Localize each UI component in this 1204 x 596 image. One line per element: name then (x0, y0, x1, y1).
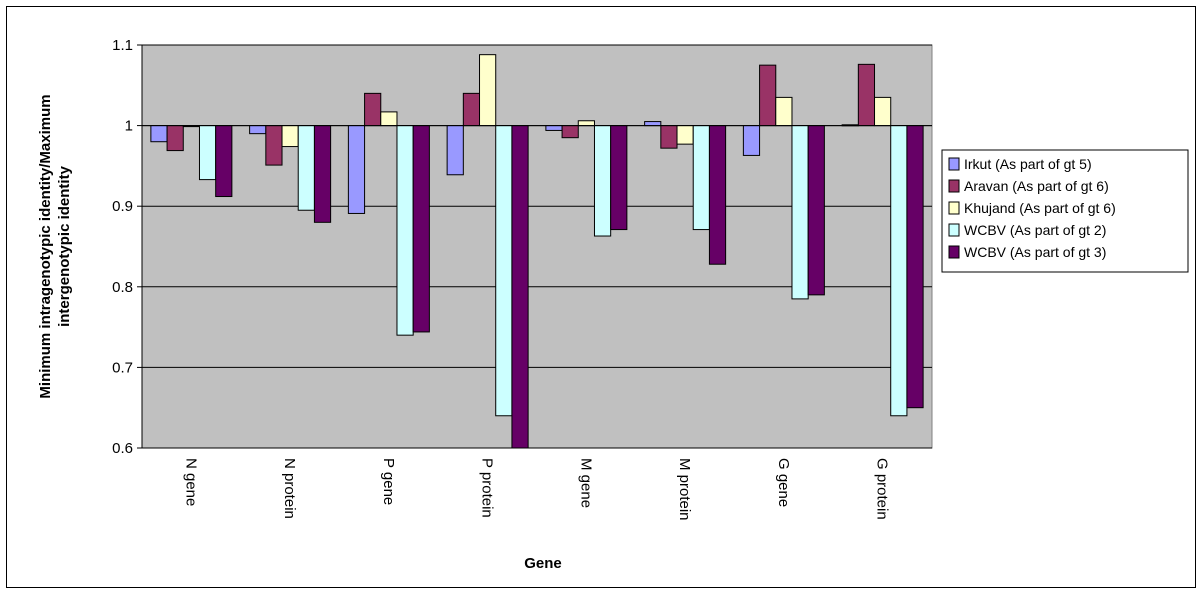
bar-g-gene-series-4 (791, 125, 809, 300)
legend-swatch (948, 179, 960, 193)
legend-entry: WCBV (As part of gt 3) (964, 244, 1106, 260)
y-tick-label: 1.1 (112, 37, 133, 54)
bar-m-gene-series-5 (610, 125, 628, 231)
x-axis-title: Gene (524, 555, 562, 572)
bar-n-protein-series-3 (281, 125, 299, 148)
y-axis-title-line-2: intergenotypic identity (56, 165, 73, 327)
x-tick-label: M gene (577, 458, 594, 508)
bar-n-gene-series-2 (166, 125, 184, 152)
legend-swatch (948, 201, 960, 215)
y-tick-label: 0.8 (112, 279, 133, 296)
legend-swatch (948, 223, 960, 237)
bar-n-gene-series-4 (198, 125, 217, 181)
bar-g-protein-series-5 (906, 125, 924, 409)
legend-swatch (948, 245, 960, 259)
y-tick-label: 0.6 (112, 440, 133, 457)
bar-p-gene-series-1 (347, 125, 366, 214)
bar-p-protein-series-2 (462, 92, 481, 127)
x-tick-label: P gene (380, 458, 397, 505)
bar-chart: 0.6 0.7 0.8 0.9 1 1.1 N gene N protein P gene P … (37, 37, 1189, 572)
bar-m-protein-series-3 (676, 125, 694, 145)
bar-p-gene-series-2 (364, 92, 382, 127)
bar-m-gene-series-4 (593, 125, 612, 237)
bar-g-protein-series-3 (874, 96, 892, 127)
y-tick-label: 0.9 (112, 198, 133, 215)
bar-m-gene-series-3 (577, 120, 595, 127)
bar-p-gene-series-3 (380, 111, 398, 127)
legend-swatch (948, 157, 960, 171)
y-tick-label: 1 (125, 118, 133, 135)
bar-g-gene-series-3 (775, 96, 793, 127)
bar-n-gene-series-5 (215, 125, 233, 198)
bar-m-protein-series-4 (692, 125, 710, 231)
bar-n-protein-series-4 (297, 125, 315, 211)
bar-g-protein-series-2 (857, 63, 876, 127)
x-tick-label: G gene (775, 458, 792, 507)
y-tick-label: 0.7 (112, 359, 133, 376)
bar-p-gene-series-5 (412, 125, 430, 333)
bar-g-gene-series-2 (759, 64, 777, 127)
bars (150, 54, 924, 449)
bar-m-protein-series-5 (708, 125, 727, 265)
legend-entry: Aravan (As part of gt 6) (964, 178, 1109, 194)
bar-g-gene-series-1 (742, 125, 761, 156)
bar-m-gene-series-1 (545, 125, 563, 131)
x-tick-label: M protein (676, 458, 693, 521)
bar-p-protein-series-1 (446, 125, 464, 176)
bar-m-protein-series-1 (644, 121, 662, 127)
x-tick-label: N gene (182, 458, 199, 506)
bar-g-protein-series-4 (890, 125, 908, 417)
bar-p-protein-series-5 (511, 125, 529, 449)
legend-entry: WCBV (As part of gt 2) (964, 222, 1106, 238)
x-tick-label: P protein (479, 458, 496, 518)
bar-p-protein-series-3 (479, 54, 497, 127)
y-axis-title-line-1: Minimum intragenotypic identity/Maximum (37, 94, 54, 398)
chart-frame: 0.6 0.7 0.8 0.9 1 1.1 N gene N protein P gene P … (6, 6, 1196, 588)
bar-p-gene-series-4 (396, 125, 414, 336)
bar-m-gene-series-2 (561, 125, 579, 139)
legend-entry: Khujand (As part of gt 6) (964, 200, 1116, 216)
y-axis-ticks: 0.6 0.7 0.8 0.9 1 1.1 (112, 37, 143, 457)
bar-p-protein-series-4 (495, 125, 513, 417)
legend: Irkut (As part of gt 5) Aravan (As part o… (941, 149, 1189, 273)
legend-box (941, 149, 1189, 273)
x-tick-label: G protein (874, 458, 891, 520)
x-axis-ticks: N gene N protein P gene P protein M gene M pr… (182, 458, 890, 521)
legend-entry: Irkut (As part of gt 5) (964, 156, 1092, 172)
bar-n-protein-series-2 (265, 125, 283, 166)
bar-n-protein-series-5 (313, 125, 332, 223)
bar-m-protein-series-2 (660, 125, 678, 149)
x-tick-label: N protein (281, 458, 298, 519)
bar-n-gene-series-1 (150, 125, 168, 143)
bar-n-protein-series-1 (249, 125, 267, 135)
bar-g-gene-series-5 (807, 125, 825, 296)
